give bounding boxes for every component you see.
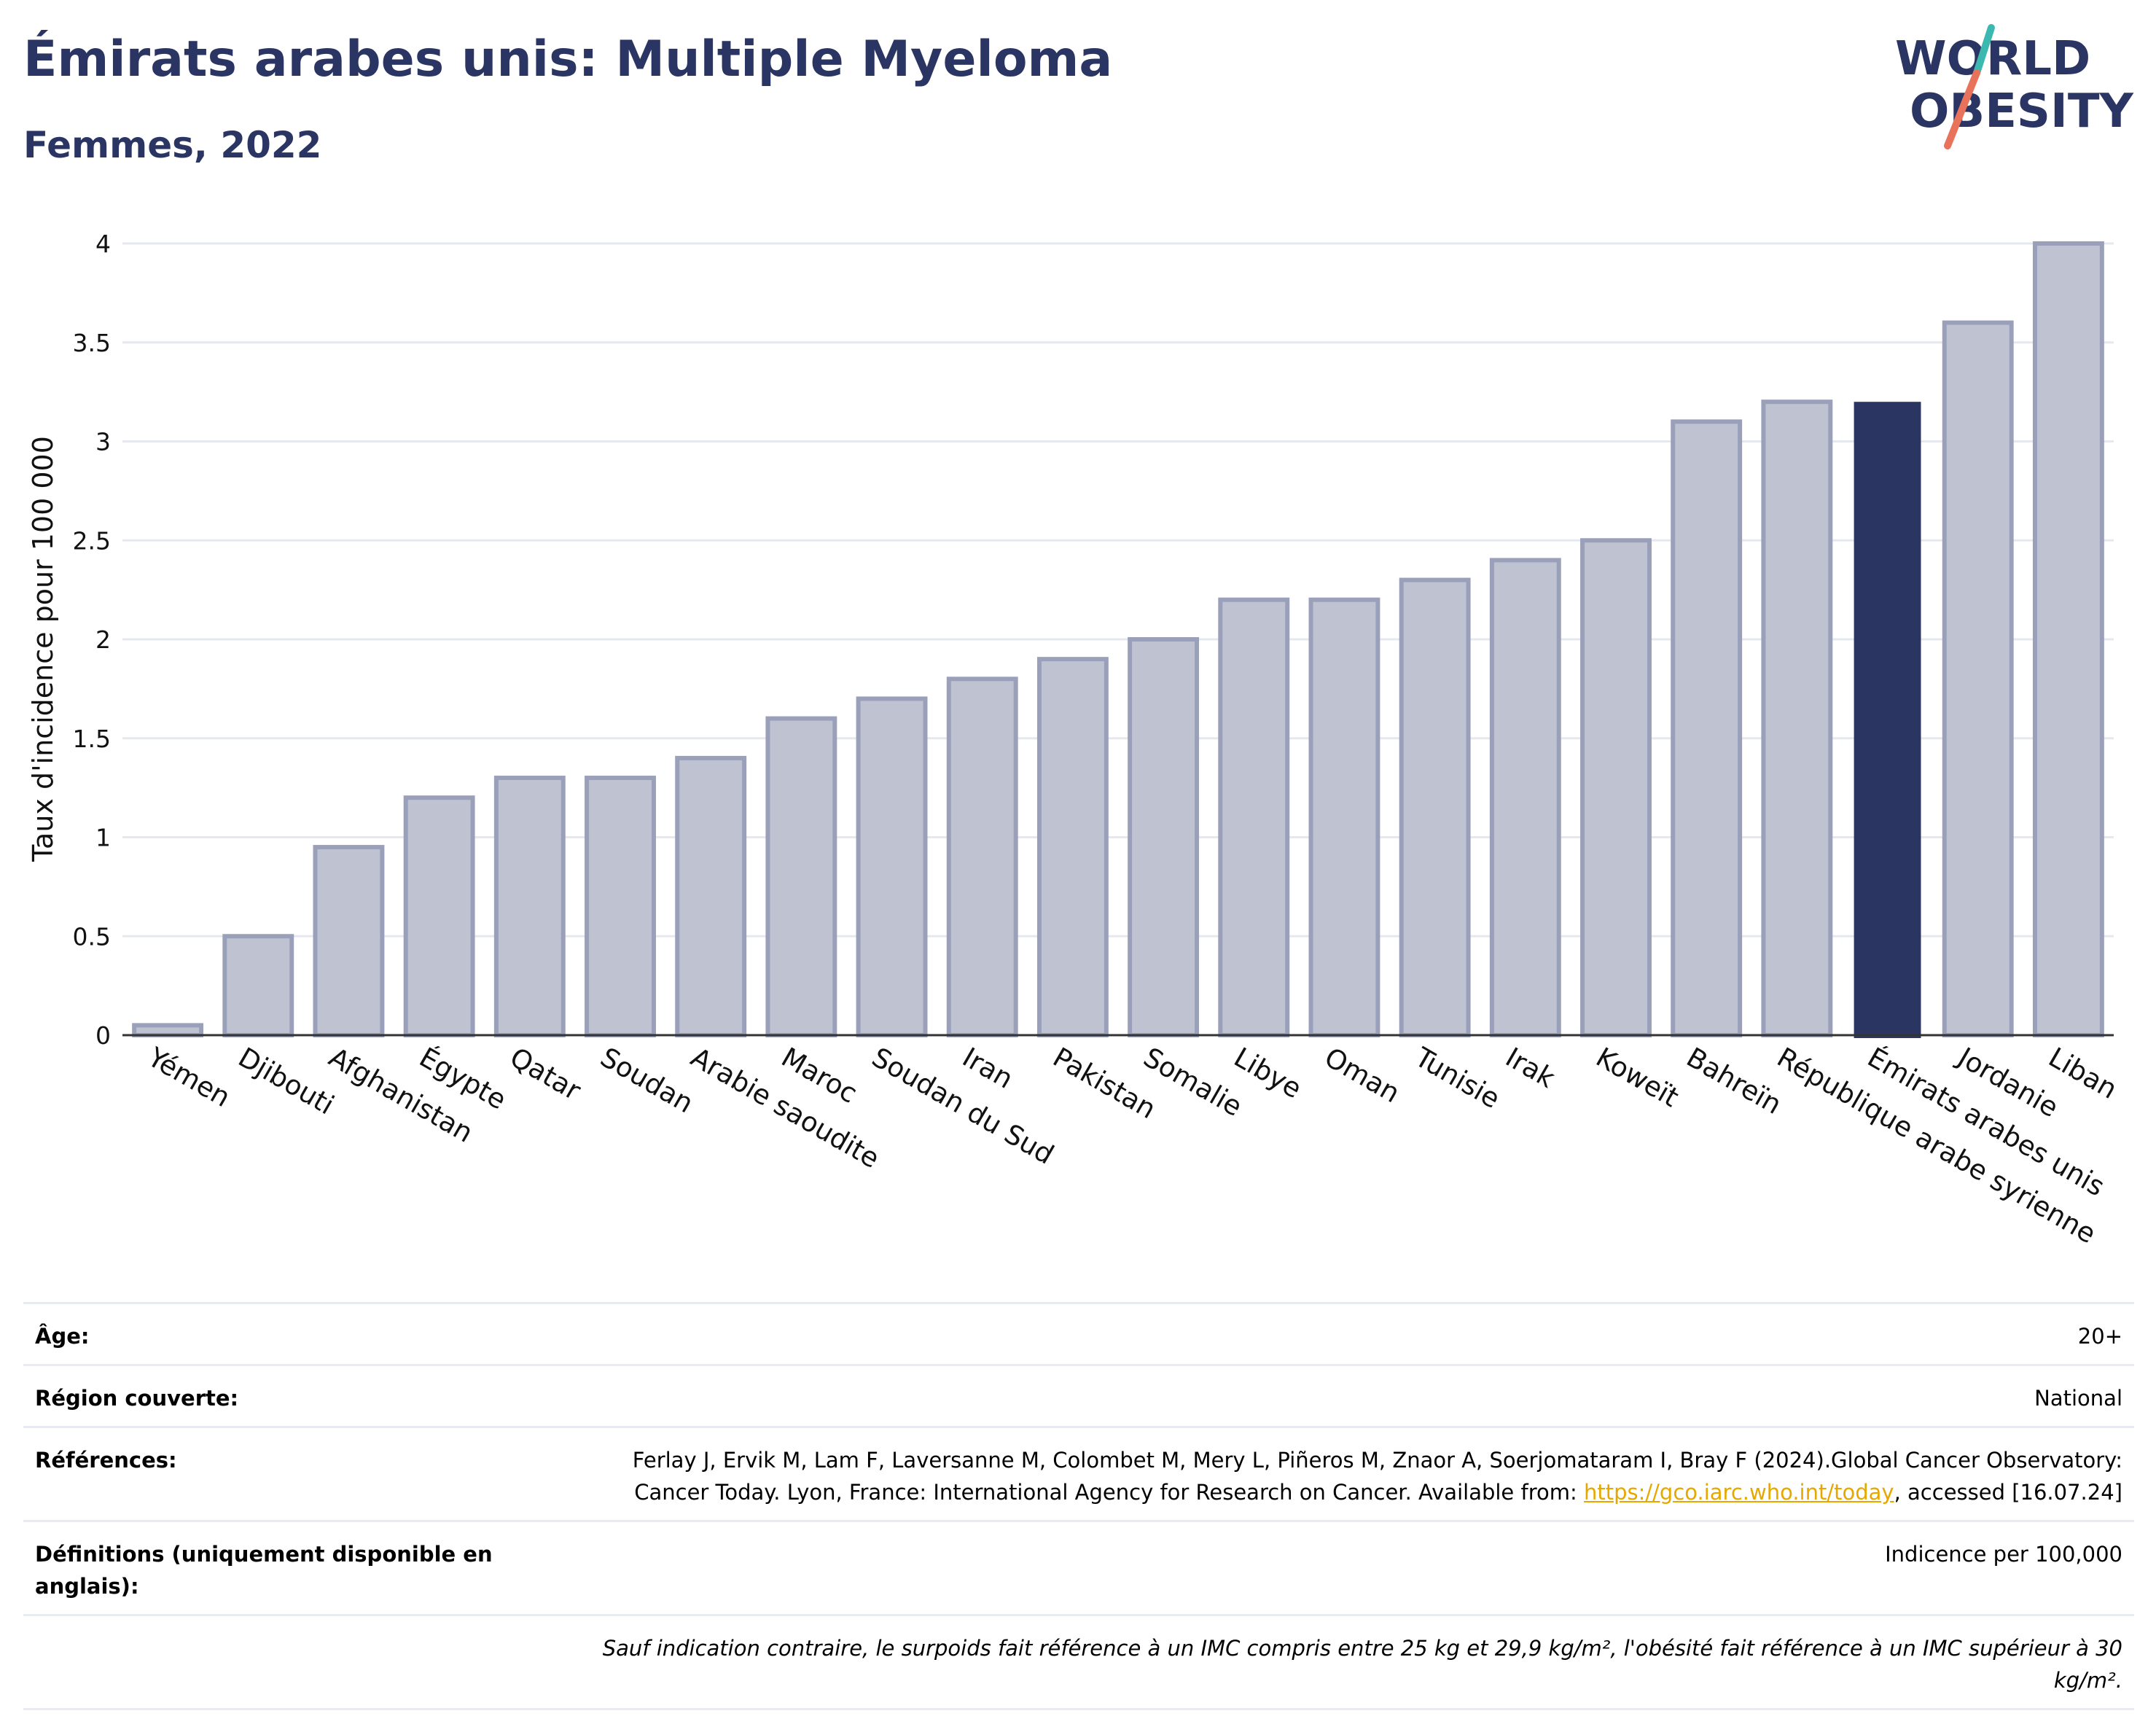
y-tick-label: 1.5: [73, 725, 111, 753]
logo-slash-teal: [1973, 24, 1995, 77]
references-link[interactable]: https://gco.iarc.who.int/today: [1583, 1480, 1894, 1505]
x-tick-label: Djibouti: [233, 1042, 340, 1121]
region-label: Région couverte:: [35, 1386, 239, 1411]
y-tick-label: 2: [95, 625, 111, 654]
bar: [1671, 419, 1743, 1037]
info-table: Âge: 20+ Région couverte: National Référ…: [23, 1302, 2134, 1710]
logo-line1: WORLD: [1895, 32, 2090, 86]
bar: [585, 776, 656, 1038]
page-title: Émirats arabes unis: Multiple Myeloma: [23, 31, 1113, 88]
bar: [1308, 597, 1380, 1037]
y-tick-label: 0: [95, 1021, 111, 1050]
x-tick-label: Koweït: [1591, 1042, 1684, 1114]
bar: [1399, 577, 1471, 1037]
info-row-age: Âge: 20+: [23, 1302, 2134, 1364]
bars-layer: [132, 241, 2104, 1038]
bar: [675, 755, 747, 1038]
y-tick-label: 0.5: [73, 922, 111, 951]
bar: [132, 1023, 204, 1038]
info-row-definitions: Définitions (uniquement disponible en an…: [23, 1520, 2134, 1614]
info-row-region: Région couverte: National: [23, 1364, 2134, 1426]
bar: [856, 696, 928, 1037]
info-row-references: Références: Ferlay J, Ervik M, Lam F, La…: [23, 1426, 2134, 1520]
x-tick-label: Tunisie: [1409, 1041, 1505, 1115]
bar: [2032, 241, 2104, 1037]
world-obesity-logo: WORLD OBESITY: [1895, 24, 2133, 149]
bar: [1942, 320, 2014, 1038]
x-tick-label: Yémen: [142, 1041, 236, 1113]
references-value: Ferlay J, Ervik M, Lam F, Laversanne M, …: [555, 1444, 2122, 1508]
x-tick-label: Pakistan: [1047, 1042, 1161, 1126]
definitions-value: Indicence per 100,000: [1885, 1542, 2122, 1567]
logo-line2: OBESITY: [1910, 85, 2133, 139]
region-value: National: [2034, 1386, 2122, 1411]
y-tick-label: 2.5: [73, 526, 111, 555]
bar: [1489, 558, 1561, 1037]
x-tick-label: Irak: [1500, 1042, 1561, 1095]
references-label: Références:: [35, 1448, 177, 1473]
obesity-note: Sauf indication contraire, le surpoids f…: [602, 1636, 2122, 1693]
info-row-note: Sauf indication contraire, le surpoids f…: [23, 1614, 2134, 1710]
y-tick-label: 3.5: [73, 329, 111, 357]
bar: [1128, 637, 1200, 1037]
age-value: 20+: [2077, 1324, 2122, 1349]
x-tick-label: Iran: [957, 1042, 1018, 1095]
y-tick-label: 4: [95, 230, 111, 258]
bar: [222, 934, 294, 1037]
x-tick-label: Qatar: [504, 1042, 586, 1107]
y-tick-label: 1: [95, 824, 111, 852]
bar: [946, 677, 1018, 1037]
bar: [493, 776, 566, 1038]
x-tick-label: Soudan: [595, 1042, 699, 1120]
references-text: Ferlay J, Ervik M, Lam F, Laversanne M, …: [632, 1448, 2122, 1505]
x-tick-label: Oman: [1319, 1042, 1405, 1110]
references-accessed: , accessed [16.07.24]: [1894, 1480, 2122, 1505]
bar-chart: 0 0.5 1 1.5 2 2.5 3 3.5 4 YémenDjiboutiAfghanist…: [27, 230, 2122, 1250]
definitions-label: Définitions (uniquement disponible en an…: [35, 1542, 493, 1599]
bar: [313, 845, 385, 1037]
axis-layer: 0 0.5 1 1.5 2 2.5 3 3.5 4: [73, 230, 2114, 1050]
bar: [1761, 399, 1833, 1037]
bar: [1218, 597, 1290, 1037]
age-label: Âge:: [35, 1324, 90, 1349]
page-subtitle: Femmes, 2022: [23, 124, 322, 166]
bar: [765, 716, 837, 1037]
y-axis-title: Taux d'incidence pour 100 000: [27, 436, 59, 862]
bar: [403, 795, 475, 1037]
x-tick-label: Somalie: [1138, 1042, 1248, 1123]
bar: [1854, 402, 1921, 1038]
logo-slash-coral: [1944, 69, 1980, 149]
bar: [1036, 657, 1109, 1037]
bar: [1580, 538, 1652, 1037]
y-tick-label: 3: [95, 428, 111, 456]
x-tick-label: Bahreïn: [1682, 1042, 1787, 1120]
